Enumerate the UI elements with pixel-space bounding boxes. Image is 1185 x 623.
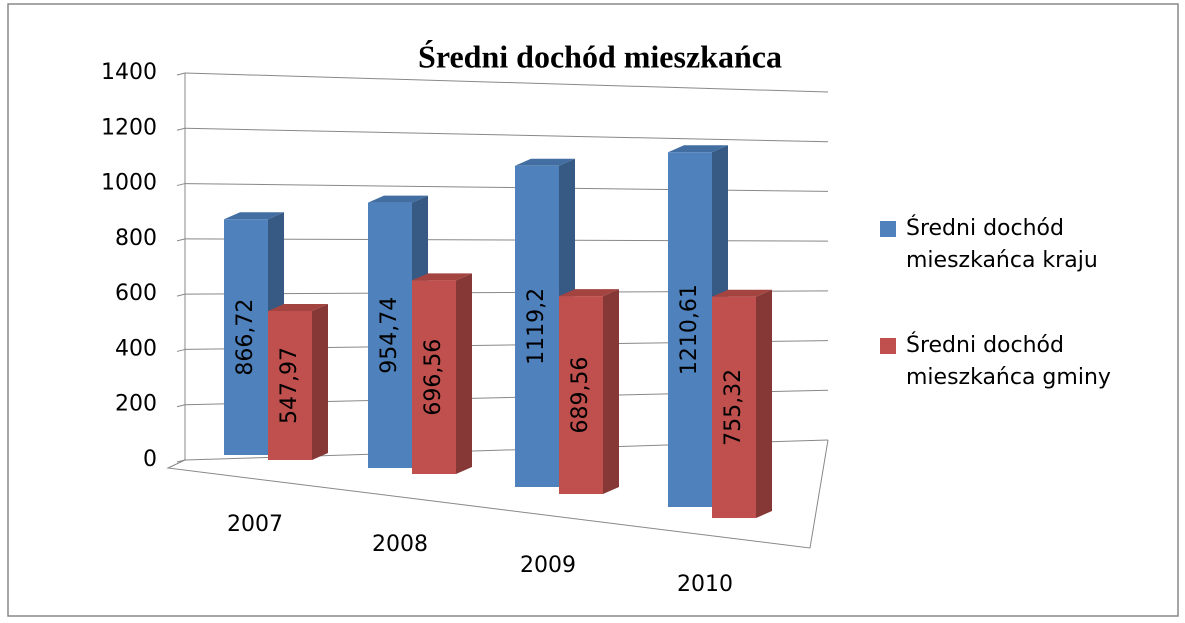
bar-top [412,273,472,281]
x-tick-label: 2008 [372,532,428,557]
y-tick [176,348,186,352]
legend-swatch [880,338,896,354]
data-label: 1119,2 [524,288,549,365]
bar-front [515,165,559,487]
bar-top [224,212,284,220]
bar-front [268,310,312,460]
legend-label: Średni dochód mieszkańca gminy [906,333,1111,390]
legend-entry: Średni dochód mieszkańca gminy [880,330,1140,394]
bar-front [668,152,712,508]
bar-front [368,202,412,468]
floor [166,439,829,549]
y-tick-label: 600 [115,281,157,306]
bar [224,212,284,455]
y-tick [176,72,186,76]
x-tick-label: 2010 [677,572,733,597]
y-tick-label: 0 [143,447,157,472]
legend-label: Średni dochód mieszkańca kraju [906,216,1098,273]
data-label: 866,72 [233,299,258,376]
bar-top [268,303,328,311]
y-tick-label: 200 [115,392,157,417]
bar [268,303,328,460]
y-tick-label: 1200 [101,115,157,140]
y-tick [176,238,186,242]
bar-front [224,219,268,455]
data-label: 696,56 [421,339,446,416]
bar-top [368,195,428,203]
legend-swatch [880,221,896,237]
y-tick [176,183,186,187]
y-tick-label: 800 [115,226,157,251]
bar [412,273,472,474]
bar [559,289,619,494]
y-tick [176,293,186,297]
bar-top [712,289,772,297]
x-tick-label: 2007 [227,512,283,537]
y-tick-label: 1400 [101,60,157,85]
bar-front [712,296,756,518]
legend-entry: Średni dochód mieszkańca kraju [880,213,1140,277]
data-label: 755,32 [721,369,746,446]
bar-front [559,296,603,494]
bar [712,289,772,518]
data-label: 954,74 [377,297,402,374]
y-tick [176,127,186,131]
data-label: 689,56 [568,357,593,434]
bar-side [756,289,772,518]
chart-title: Średni dochód mieszkańca [418,38,782,74]
grid-line [184,127,829,143]
data-label: 547,97 [277,347,302,424]
bar-top [515,158,575,166]
bar-front [412,280,456,474]
y-tick [176,404,186,408]
bar-side [312,303,328,460]
y-tick-label: 400 [115,336,157,361]
grid-line [184,72,829,93]
bar-top [668,145,728,153]
bar-side [456,273,472,474]
bar-side [603,289,619,494]
bar-top [559,289,619,297]
data-label: 1210,61 [677,284,702,375]
x-tick-label: 2009 [520,553,576,578]
y-tick-label: 1000 [101,171,157,196]
